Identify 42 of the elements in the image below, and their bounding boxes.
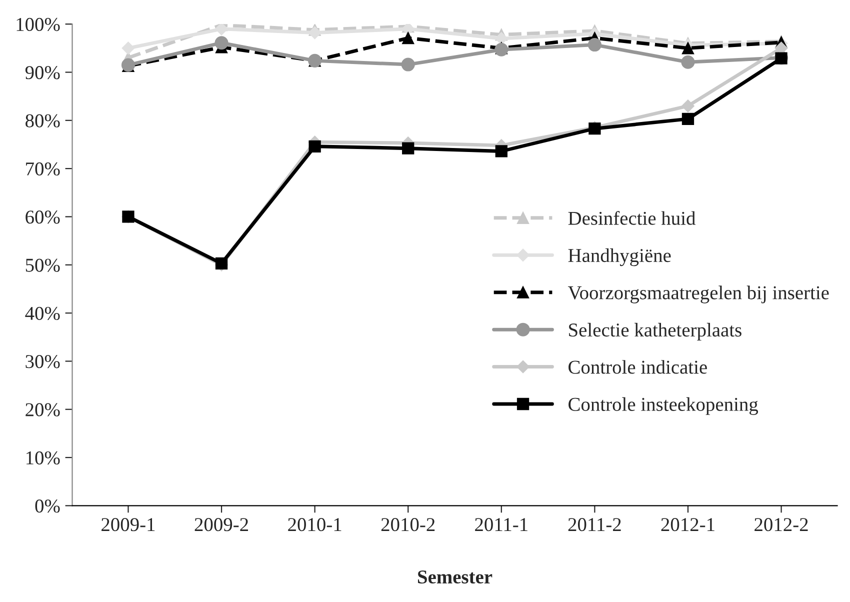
point [402, 142, 414, 154]
point [682, 42, 694, 54]
y-tick-label: 20% [26, 403, 60, 416]
y-tick-label: 60% [26, 210, 60, 224]
point [494, 32, 508, 45]
point [401, 58, 415, 72]
point [308, 26, 322, 40]
x-tick-label: 2012-2 [754, 518, 808, 532]
point [588, 38, 602, 52]
legend-label: Desinfectie huid [568, 211, 696, 225]
legend-label: Controle insteekopening [568, 397, 758, 415]
point [308, 140, 321, 152]
point [681, 55, 695, 69]
y-tick-label: 0% [35, 499, 60, 513]
y-tick-label: 100% [16, 18, 60, 32]
y-tick-label: 30% [26, 355, 60, 368]
point [682, 112, 694, 126]
legend-label: Selectie katheterplaats [569, 322, 742, 341]
x-axis-title: Semester [418, 570, 492, 584]
y-tick-label: 40% [25, 306, 60, 320]
x-tick-label: 2010-1 [288, 518, 342, 532]
y-tick-label: 70% [26, 162, 60, 176]
point [495, 145, 508, 158]
x-tick-label: 2012-1 [661, 518, 714, 532]
point [214, 36, 228, 50]
point [122, 42, 135, 55]
legend-label: Controle indicatie [568, 360, 707, 374]
point [215, 24, 228, 36]
y-tick-label: 50% [26, 258, 60, 272]
legend-label: Voorzorgsmaatregelen bij insertie [568, 286, 829, 304]
x-tick-label: 2009-1 [102, 518, 155, 532]
x-tick-label: 2011-1 [475, 518, 528, 532]
x-tick-label: 2011-2 [568, 518, 621, 532]
y-tick-label: 10% [26, 451, 60, 465]
x-tick-label: 2010-2 [381, 518, 435, 532]
y-tick-label: 80% [26, 114, 60, 128]
x-tick-label: 2009-2 [194, 518, 248, 532]
point [402, 24, 415, 36]
y-tick-label: 90% [25, 66, 60, 80]
point [682, 100, 694, 112]
point [402, 32, 414, 44]
legend-label: Handhygiëne [568, 248, 671, 266]
